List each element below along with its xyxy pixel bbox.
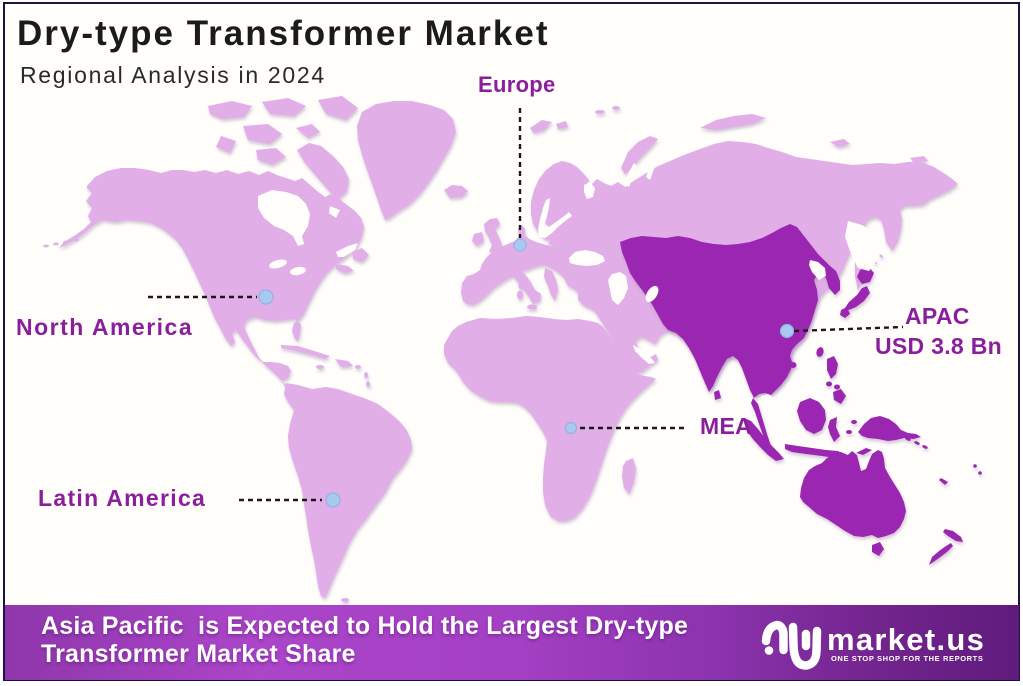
svg-text:ONE STOP SHOP FOR THE REPORTS: ONE STOP SHOP FOR THE REPORTS [831,654,983,663]
svg-text:market.us: market.us [827,622,985,657]
